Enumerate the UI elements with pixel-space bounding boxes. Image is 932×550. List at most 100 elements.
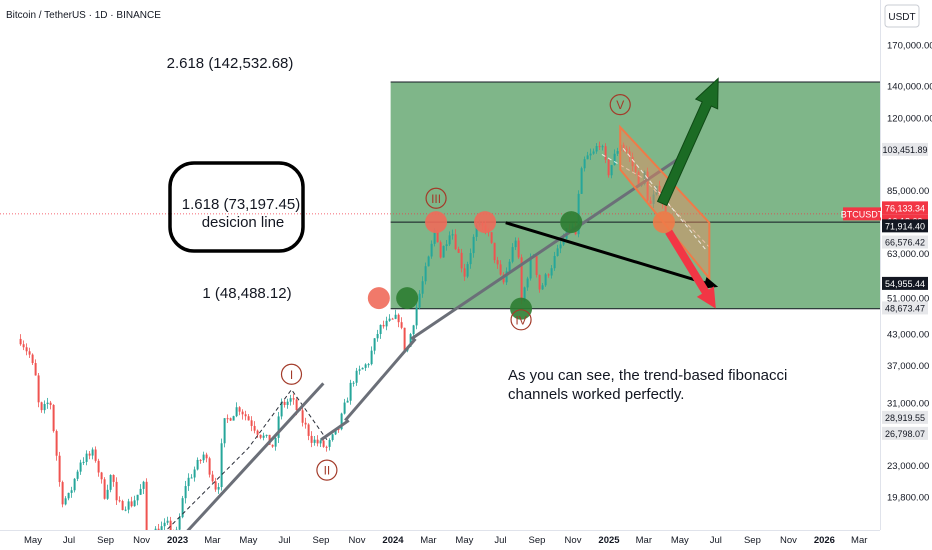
candle-body — [256, 430, 259, 435]
red-arrow — [665, 229, 716, 309]
candle-body — [424, 266, 427, 282]
time-axis[interactable] — [0, 530, 932, 550]
candle-body — [457, 249, 460, 253]
x-tick-label: Jul — [494, 535, 506, 546]
markers — [367, 211, 675, 320]
y-tick-label: 170,000.00 — [887, 41, 932, 52]
candle-body — [625, 148, 628, 152]
price-tag-bg — [882, 201, 928, 215]
candle-body — [646, 171, 649, 201]
price-tag: 48,673.47 — [885, 303, 925, 313]
candle-body — [145, 481, 148, 535]
x-tick-label: Nov — [349, 535, 366, 546]
candle-body — [514, 240, 517, 248]
trendline-lower-2 — [320, 419, 350, 441]
x-tick-label: Jul — [63, 535, 75, 546]
candle-body — [82, 461, 85, 463]
candle-body — [112, 475, 115, 482]
candle-body — [379, 324, 382, 335]
candle-body — [58, 455, 61, 483]
candle-body — [73, 478, 76, 491]
candle-body — [52, 404, 55, 432]
candle-body — [652, 194, 655, 204]
signal-marker-red — [425, 211, 448, 234]
candle-body — [31, 354, 34, 364]
price-tag-bg — [882, 219, 928, 233]
candle-body — [211, 474, 214, 482]
x-tick-label: Nov — [780, 535, 797, 546]
candle-body — [121, 501, 124, 511]
candle-body — [223, 418, 226, 444]
candle-body — [232, 416, 235, 421]
candle-body — [190, 477, 193, 479]
candle-body — [508, 261, 511, 272]
candle-body — [475, 225, 478, 237]
candle-body — [235, 407, 238, 417]
candle-body — [340, 413, 343, 430]
decision-line-label: desicion line — [202, 214, 285, 231]
candle-body — [319, 440, 322, 444]
candle-body — [454, 234, 457, 250]
price-tag: 71,914.40 — [885, 221, 925, 231]
candle-body — [589, 153, 592, 156]
candle-body — [274, 437, 277, 447]
candle-body — [559, 244, 562, 249]
candle-body — [193, 469, 196, 478]
candle-body — [370, 350, 373, 365]
price-tag-bg — [882, 142, 928, 156]
candle-body — [463, 268, 466, 277]
wave-circle — [510, 309, 532, 331]
price-axis[interactable] — [880, 0, 932, 550]
price-tag-bg — [843, 207, 881, 221]
candle-body — [25, 347, 28, 352]
price-tags: 103,451.89BTCUSDT76,133.3410:18:0971,914… — [841, 142, 928, 440]
candle-body — [595, 146, 598, 152]
x-tick-label: May — [239, 535, 257, 546]
candle-body — [592, 151, 595, 154]
signal-marker-red — [474, 211, 497, 234]
candle-body — [631, 156, 634, 167]
price-tag: BTCUSDT — [841, 209, 884, 219]
currency-button-bg[interactable] — [884, 4, 920, 28]
currency-button[interactable]: USDT — [888, 12, 915, 23]
candle-body — [337, 428, 340, 430]
candle-body — [76, 471, 79, 479]
price-tag-bg — [882, 426, 928, 440]
candle-body — [322, 440, 325, 447]
trendline-lower-4 — [410, 149, 692, 341]
candle-body — [115, 481, 118, 501]
candle-body — [289, 398, 292, 402]
candle-body — [118, 500, 121, 502]
y-tick-label: 31,000.00 — [887, 398, 929, 409]
x-tick-label: Mar — [851, 535, 867, 546]
x-tick-label: Nov — [133, 535, 150, 546]
candle-body — [436, 229, 439, 243]
candle-body — [79, 462, 82, 472]
candle-body — [328, 440, 331, 447]
candle-body — [601, 146, 604, 148]
candle-body — [37, 375, 40, 403]
candle-body — [124, 509, 127, 511]
candle-body — [310, 435, 313, 443]
candle-body — [352, 382, 355, 384]
symbol-title[interactable]: Bitcoin / TetherUS · 1D · BINANCE — [6, 10, 161, 21]
candle-body — [46, 402, 49, 405]
candle-body — [634, 166, 637, 172]
candle-body — [442, 246, 445, 258]
candle-body — [529, 256, 532, 279]
candle-body — [133, 500, 136, 507]
candle-body — [391, 318, 394, 320]
candle-body — [220, 443, 223, 488]
price-tag-bg — [882, 410, 928, 424]
candle-body — [292, 398, 295, 400]
candle-body — [94, 449, 97, 461]
candle-body — [286, 401, 289, 405]
candle-body — [142, 481, 145, 489]
candle-body — [583, 159, 586, 169]
candle-body — [325, 446, 328, 448]
candle-body — [418, 293, 421, 308]
candle-body — [187, 477, 190, 487]
candle-body — [214, 481, 217, 490]
